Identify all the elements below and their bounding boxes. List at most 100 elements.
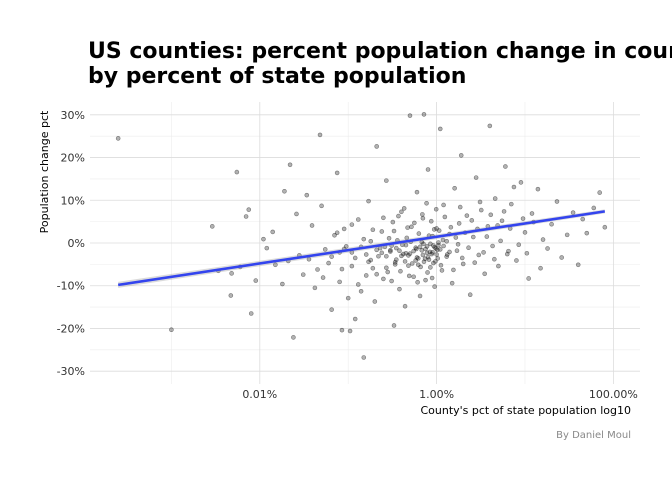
data-point [448,224,454,230]
data-point [477,199,483,205]
data-point [282,189,287,194]
data-point [467,292,473,298]
data-point [399,253,404,259]
data-point [580,216,586,222]
data-point [431,243,436,248]
data-point [368,257,374,263]
data-point [409,224,414,230]
data-point [392,259,398,265]
data-point [415,262,421,268]
data-point [436,228,442,233]
data-point [437,247,443,252]
data-point [413,258,418,263]
data-point [341,226,347,232]
data-point [433,259,438,264]
data-point [438,262,444,268]
data-point [414,246,419,252]
data-point [460,261,466,267]
data-point [420,215,426,221]
data-point [339,327,345,333]
data-point [436,240,441,245]
data-point [504,251,510,257]
data-point [402,303,408,309]
data-point [253,278,259,283]
data-point [412,220,417,226]
y-tick-label: -30% [57,365,85,378]
data-point [444,254,449,259]
data-point [466,245,471,250]
data-point [575,262,581,268]
x-tick-label: 100.00% [589,388,638,401]
data-point [476,252,482,258]
data-point [407,113,413,118]
data-point [421,112,427,117]
data-point [470,234,476,240]
data-point [456,221,462,226]
data-point [415,280,420,285]
data-point [329,254,334,259]
data-point [421,259,427,265]
data-point [355,282,361,287]
data-point [524,250,530,256]
data-point [496,263,501,269]
data-point [401,206,407,211]
data-point [376,253,381,259]
data-point [413,245,418,250]
data-point [403,250,409,256]
data-point [352,316,358,322]
data-point [366,259,371,265]
grid-lines [90,102,640,384]
data-point [304,192,310,198]
data-point [361,355,367,360]
data-point [442,214,448,220]
data-point [473,175,479,180]
data-point [420,212,425,217]
axis-ticks: -30% -20% -10% 0% 10% 20% 30% 0.01% 1.00% 100.00% [57,109,638,401]
data-point [273,262,278,268]
data-point [416,231,422,236]
data-point [487,123,493,129]
data-point [300,272,306,277]
data-point [511,184,517,190]
y-tick-label: -10% [57,280,85,293]
data-point [334,230,340,236]
data-point [390,219,396,225]
data-point [399,209,404,215]
caption: By Daniel Moul [556,430,631,441]
data-point [454,248,460,253]
data-point [424,200,429,206]
data-point [411,274,416,280]
data-point [522,230,528,235]
data-point [437,126,443,132]
data-point [228,293,234,298]
data-point [439,268,445,273]
data-point [291,335,296,340]
data-point [488,212,494,218]
data-point [478,207,484,213]
data-point [538,265,543,271]
data-point [492,256,497,262]
data-point [397,248,402,253]
data-point [411,248,416,254]
data-point [374,271,379,277]
data-point [379,250,385,256]
data-point [406,253,411,258]
data-point [441,202,446,208]
data-point [597,190,602,195]
data-point [384,253,389,259]
data-point [559,255,564,260]
data-point [315,267,320,272]
data-point [435,256,441,261]
data-point [421,241,426,247]
y-tick-label: 30% [61,109,85,122]
data-point [418,264,423,270]
trend-line [117,210,606,287]
data-point [434,226,439,231]
data-point [419,247,425,253]
data-point [428,241,433,247]
data-point [518,180,524,185]
data-point [339,266,345,272]
data-point [406,273,412,279]
data-point [381,276,386,282]
data-point [384,265,389,271]
